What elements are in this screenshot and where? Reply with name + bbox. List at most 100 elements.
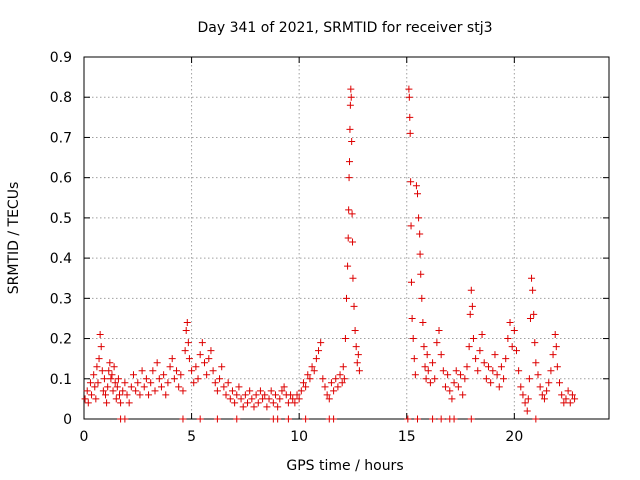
data-point [414, 190, 422, 198]
data-point [250, 403, 258, 411]
data-point [280, 383, 288, 391]
data-point [88, 391, 96, 399]
data-point [274, 403, 282, 411]
tick-labels: 0 5 10 15 20 0 0.1 0.2 0.3 0.4 0.5 0.6 0.7 0.8 0.9 [50, 50, 524, 445]
data-point [344, 262, 352, 270]
data-point [439, 367, 447, 375]
data-point [111, 379, 119, 387]
data-point [153, 359, 161, 367]
data-point [196, 415, 204, 423]
data-point [181, 347, 189, 355]
data-point [265, 395, 273, 403]
data-point [97, 343, 105, 351]
data-point [308, 363, 316, 371]
data-point [420, 343, 428, 351]
data-point [534, 371, 542, 379]
data-point [190, 379, 198, 387]
data-point [177, 371, 185, 379]
data-point [102, 391, 110, 399]
data-point [235, 383, 243, 391]
data-point [194, 375, 202, 383]
data-point [345, 174, 353, 182]
x-tick-label: 0 [80, 429, 89, 445]
data-point [424, 367, 432, 375]
data-point [179, 415, 187, 423]
data-point [353, 359, 361, 367]
data-point [355, 367, 363, 375]
data-point [493, 371, 501, 379]
data-point [429, 415, 437, 423]
data-point [271, 391, 279, 399]
data-point [491, 351, 499, 359]
data-point [454, 383, 462, 391]
data-point [239, 403, 247, 411]
data-point [450, 379, 458, 387]
data-point [117, 399, 125, 407]
data-point [213, 387, 221, 395]
data-point [162, 391, 170, 399]
data-point [319, 375, 327, 383]
data-point [321, 383, 329, 391]
data-point [568, 391, 576, 399]
data-point [495, 383, 503, 391]
data-point [426, 379, 434, 387]
data-point [519, 391, 527, 399]
data-point [310, 367, 318, 375]
data-point [121, 415, 129, 423]
y-tick-label: 0.4 [50, 251, 72, 267]
data-point [93, 363, 101, 371]
data-point [263, 403, 271, 411]
data-point [145, 391, 153, 399]
data-point [284, 415, 292, 423]
data-point [86, 379, 94, 387]
data-point [200, 359, 208, 367]
data-point [112, 395, 120, 403]
data-point [211, 379, 219, 387]
data-point [317, 339, 325, 347]
data-point [252, 391, 260, 399]
data-point [224, 379, 232, 387]
data-point [231, 399, 239, 407]
data-point [571, 395, 579, 403]
data-point [261, 391, 269, 399]
data-point [299, 379, 307, 387]
data-point [446, 387, 454, 395]
data-point [476, 347, 484, 355]
data-point [209, 367, 217, 375]
data-point [529, 286, 537, 294]
data-point [173, 367, 181, 375]
data-point [90, 371, 98, 379]
data-point [330, 415, 338, 423]
data-point [547, 367, 555, 375]
data-point [330, 387, 338, 395]
data-point [564, 387, 572, 395]
data-point [437, 351, 445, 359]
data-point [469, 335, 477, 343]
x-tick-label: 15 [398, 429, 416, 445]
data-point [121, 379, 129, 387]
data-point [530, 310, 538, 318]
data-point [325, 395, 333, 403]
data-point [536, 383, 544, 391]
data-point [349, 274, 357, 282]
data-point [233, 391, 241, 399]
data-point [222, 391, 230, 399]
x-tick-label: 20 [505, 429, 523, 445]
data-point [405, 85, 413, 93]
data-point [185, 355, 193, 363]
x-tick-label: 5 [187, 429, 196, 445]
data-point [459, 391, 467, 399]
data-point [558, 391, 566, 399]
data-point [256, 387, 264, 395]
data-point [497, 363, 505, 371]
data-point [216, 375, 224, 383]
data-point [348, 210, 356, 218]
data-point [552, 343, 560, 351]
data-point [254, 399, 262, 407]
data-point [110, 363, 118, 371]
y-tick-label: 0.5 [50, 211, 72, 227]
data-point [419, 318, 427, 326]
data-point [81, 395, 89, 403]
data-point [528, 274, 536, 282]
data-point [346, 125, 354, 133]
